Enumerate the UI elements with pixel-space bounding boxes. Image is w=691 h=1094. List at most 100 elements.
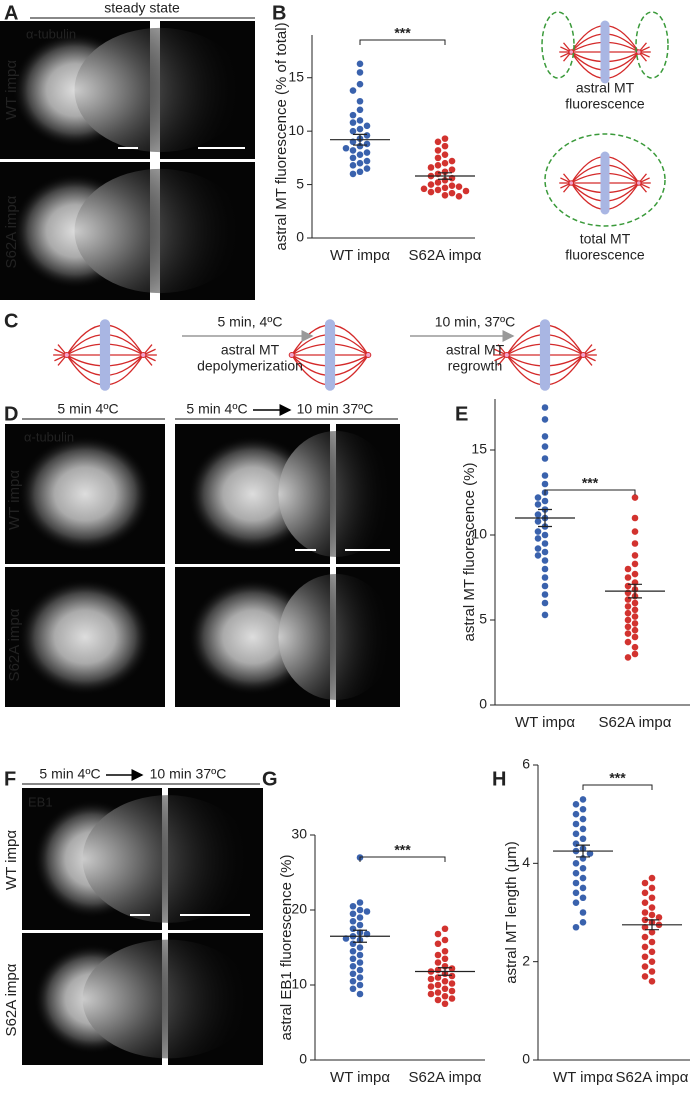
data-point	[434, 179, 442, 186]
data-point	[427, 975, 435, 983]
data-point	[572, 860, 580, 867]
row-label: S62A impα	[3, 963, 20, 1036]
diagram-label: astral MT	[576, 80, 635, 96]
significance-bracket	[359, 39, 446, 45]
centrosome	[568, 180, 574, 186]
data-point	[541, 557, 549, 564]
data-point	[631, 613, 639, 620]
diagram-label: fluorescence	[565, 96, 645, 112]
data-point	[541, 404, 549, 411]
chromosomes	[99, 319, 111, 391]
x-tick-label: S62A impα	[599, 714, 672, 731]
y-tick-label: 15	[288, 68, 304, 84]
centrosome	[503, 351, 510, 359]
data-point	[572, 830, 580, 838]
data-point	[579, 884, 587, 892]
data-point	[441, 184, 449, 192]
data-point	[356, 60, 364, 68]
data-point	[356, 97, 364, 105]
y-axis-label: astral MT length (μm)	[503, 841, 520, 984]
data-point	[624, 574, 632, 581]
data-point	[572, 889, 580, 897]
data-point	[641, 933, 649, 941]
data-point	[349, 925, 357, 933]
data-point	[631, 570, 639, 578]
data-point	[534, 518, 542, 525]
data-point	[641, 879, 649, 887]
sem-bar	[353, 133, 367, 146]
data-point	[579, 805, 587, 813]
data-point	[441, 947, 449, 955]
data-point	[441, 977, 449, 985]
x-tick-label: WT impα	[330, 1069, 390, 1086]
data-point	[648, 894, 656, 902]
data-point	[641, 909, 649, 916]
data-point	[427, 983, 435, 990]
data-point	[363, 122, 371, 130]
data-point	[648, 948, 656, 956]
data-point	[356, 159, 364, 167]
cell-signal	[17, 578, 153, 696]
y-tick-label: 5	[296, 175, 304, 191]
y-tick-label: 10	[291, 976, 307, 992]
diagram-label: total MT	[580, 231, 631, 247]
header: 10 min 37ºC	[297, 401, 374, 417]
data-point	[441, 1000, 449, 1008]
data-point	[356, 959, 364, 966]
data-point	[641, 973, 649, 980]
data-point	[434, 981, 442, 989]
data-point	[448, 157, 456, 165]
data-point	[579, 874, 587, 882]
data-point	[572, 899, 580, 906]
data-point	[541, 582, 549, 590]
y-tick-label: 30	[291, 826, 307, 842]
x-tick-label: WT impα	[553, 1069, 613, 1086]
data-point	[641, 899, 649, 906]
data-point	[349, 940, 357, 948]
data-point	[579, 909, 587, 916]
data-point	[462, 187, 470, 195]
data-point	[541, 599, 549, 607]
data-point	[349, 127, 357, 135]
panel-letter: G	[262, 768, 278, 790]
spindle	[559, 151, 651, 215]
stain-label: EB1	[28, 794, 53, 809]
sem-bar	[538, 508, 552, 528]
data-point	[427, 164, 435, 171]
x-tick-label: S62A impα	[409, 247, 482, 264]
panel-letter: B	[272, 2, 286, 24]
data-point	[579, 919, 587, 926]
data-point	[349, 917, 357, 925]
data-point	[427, 181, 435, 188]
data-point	[534, 501, 542, 508]
data-point	[441, 985, 449, 993]
header: 5 min 4ºC	[39, 766, 100, 782]
data-point	[349, 962, 357, 970]
data-point	[349, 902, 357, 910]
data-point	[434, 959, 442, 966]
data-point	[363, 149, 371, 156]
data-point	[631, 620, 639, 627]
step-label: regrowth	[448, 358, 502, 374]
y-tick-label: 0	[299, 1051, 307, 1067]
data-point	[648, 978, 656, 985]
data-point	[448, 995, 456, 1002]
data-point	[579, 815, 587, 823]
data-point	[441, 151, 449, 158]
data-point	[648, 904, 656, 911]
data-point	[624, 589, 632, 597]
data-point	[631, 606, 639, 614]
data-point	[434, 186, 442, 194]
data-point	[427, 188, 435, 196]
data-point	[434, 996, 442, 1004]
data-point	[534, 494, 542, 501]
spindle	[53, 319, 157, 391]
data-point	[648, 938, 656, 946]
data-point	[631, 528, 639, 535]
data-point	[572, 801, 580, 808]
data-point	[441, 925, 449, 933]
data-point	[427, 990, 435, 998]
significance-bracket	[582, 784, 653, 790]
data-point	[541, 497, 549, 505]
data-point	[541, 540, 549, 547]
